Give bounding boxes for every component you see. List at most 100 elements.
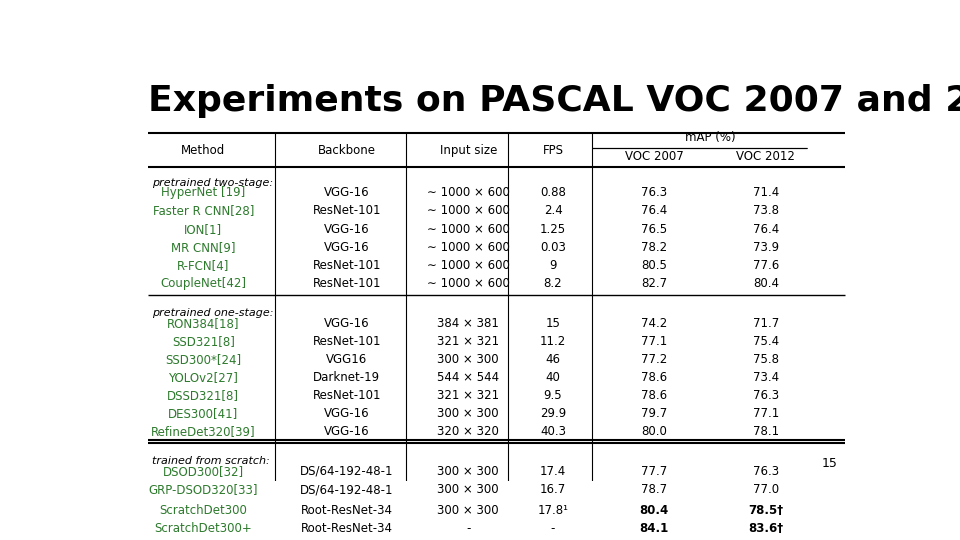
Text: 9.5: 9.5 (543, 389, 563, 402)
Bar (152, 501, 842, 538)
Text: CoupleNet[42]: CoupleNet[42] (160, 277, 247, 290)
Text: VOC 2012: VOC 2012 (736, 150, 795, 163)
Text: VOC 2007: VOC 2007 (625, 150, 684, 163)
Text: SSD300*[24]: SSD300*[24] (165, 353, 241, 366)
Text: 321 × 321: 321 × 321 (437, 335, 499, 348)
Text: 77.0: 77.0 (753, 483, 779, 496)
Text: DS/64-192-48-1: DS/64-192-48-1 (300, 483, 394, 496)
Text: DSSD321[8]: DSSD321[8] (167, 389, 239, 402)
Text: DES300[41]: DES300[41] (168, 407, 238, 420)
Text: 384 × 381: 384 × 381 (437, 316, 499, 329)
Text: 76.3: 76.3 (753, 465, 779, 478)
Text: VGG-16: VGG-16 (324, 425, 370, 438)
Text: 544 × 544: 544 × 544 (437, 371, 499, 384)
Text: SSD321[8]: SSD321[8] (172, 335, 235, 348)
Text: 11.2: 11.2 (540, 335, 566, 348)
Text: DSOD300[32]: DSOD300[32] (163, 465, 244, 478)
Text: ResNet-101: ResNet-101 (313, 259, 381, 272)
Text: 74.2: 74.2 (641, 316, 667, 329)
Text: 1.25: 1.25 (540, 222, 566, 235)
Text: mAP (%): mAP (%) (684, 131, 735, 144)
Text: 76.4: 76.4 (641, 205, 667, 218)
Text: 83.6†: 83.6† (748, 522, 783, 535)
Text: GRP-DSOD320[33]: GRP-DSOD320[33] (149, 483, 258, 496)
Text: 78.2: 78.2 (641, 241, 667, 254)
Text: 78.6: 78.6 (641, 389, 667, 402)
Text: HyperNet [19]: HyperNet [19] (161, 186, 246, 199)
Text: 73.4: 73.4 (753, 371, 779, 384)
Text: 75.8: 75.8 (753, 353, 779, 366)
Text: ∼ 1000 × 600: ∼ 1000 × 600 (427, 241, 510, 254)
Text: VGG-16: VGG-16 (324, 186, 370, 199)
Text: 321 × 321: 321 × 321 (437, 389, 499, 402)
Text: 73.9: 73.9 (753, 241, 779, 254)
Text: 80.4: 80.4 (753, 277, 779, 290)
Text: 76.5: 76.5 (641, 222, 667, 235)
Text: 300 × 300: 300 × 300 (438, 465, 499, 478)
Text: trained from scratch:: trained from scratch: (152, 456, 270, 467)
Text: YOLOv2[27]: YOLOv2[27] (168, 371, 238, 384)
Text: ∼ 1000 × 600: ∼ 1000 × 600 (427, 222, 510, 235)
Text: 80.0: 80.0 (641, 425, 667, 438)
Text: DS/64-192-48-1: DS/64-192-48-1 (300, 465, 394, 478)
Text: 300 × 300: 300 × 300 (438, 483, 499, 496)
Text: 9: 9 (549, 259, 557, 272)
Text: 46: 46 (545, 353, 561, 366)
Text: Root-ResNet-34: Root-ResNet-34 (300, 522, 393, 535)
Text: 76.3: 76.3 (753, 389, 779, 402)
Text: Root-ResNet-34: Root-ResNet-34 (300, 504, 393, 517)
Text: 77.1: 77.1 (753, 407, 779, 420)
Text: 73.8: 73.8 (753, 205, 779, 218)
Text: ScratchDet300+: ScratchDet300+ (155, 522, 252, 535)
Text: 76.4: 76.4 (753, 222, 779, 235)
Text: FPS: FPS (542, 144, 564, 157)
Text: Faster R CNN[28]: Faster R CNN[28] (153, 205, 254, 218)
Text: 76.3: 76.3 (641, 186, 667, 199)
Text: 77.1: 77.1 (641, 335, 667, 348)
Text: 2.4: 2.4 (543, 205, 563, 218)
Text: 29.9: 29.9 (540, 407, 566, 420)
Text: ResNet-101: ResNet-101 (313, 277, 381, 290)
Text: 78.6: 78.6 (641, 371, 667, 384)
Text: Backbone: Backbone (318, 144, 376, 157)
Text: pretrained two-stage:: pretrained two-stage: (152, 178, 273, 188)
Text: ∼ 1000 × 600: ∼ 1000 × 600 (427, 205, 510, 218)
Text: ResNet-101: ResNet-101 (313, 389, 381, 402)
Text: 17.4: 17.4 (540, 465, 566, 478)
Text: 8.2: 8.2 (543, 277, 563, 290)
Text: ∼ 1000 × 600: ∼ 1000 × 600 (427, 186, 510, 199)
Text: 15: 15 (822, 457, 838, 470)
Text: VGG-16: VGG-16 (324, 241, 370, 254)
Text: ION[1]: ION[1] (184, 222, 223, 235)
Text: 71.4: 71.4 (753, 186, 779, 199)
Text: 79.7: 79.7 (641, 407, 667, 420)
Text: MR CNN[9]: MR CNN[9] (171, 241, 235, 254)
Text: 77.6: 77.6 (753, 259, 779, 272)
Text: 78.1: 78.1 (753, 425, 779, 438)
Text: 80.4: 80.4 (639, 504, 669, 517)
Text: pretrained one-stage:: pretrained one-stage: (152, 308, 274, 318)
Text: VGG-16: VGG-16 (324, 222, 370, 235)
Text: 300 × 300: 300 × 300 (438, 353, 499, 366)
Text: 17.8¹: 17.8¹ (538, 504, 568, 517)
Text: 71.7: 71.7 (753, 316, 779, 329)
Text: ∼ 1000 × 600: ∼ 1000 × 600 (427, 277, 510, 290)
Text: 77.7: 77.7 (641, 465, 667, 478)
Text: 82.7: 82.7 (641, 277, 667, 290)
Text: Method: Method (181, 144, 226, 157)
Text: RefineDet320[39]: RefineDet320[39] (151, 425, 255, 438)
Text: 80.5: 80.5 (641, 259, 667, 272)
Text: 77.2: 77.2 (641, 353, 667, 366)
Text: 300 × 300: 300 × 300 (438, 407, 499, 420)
Text: R-FCN[4]: R-FCN[4] (178, 259, 229, 272)
Text: Darknet-19: Darknet-19 (313, 371, 380, 384)
Text: 75.4: 75.4 (753, 335, 779, 348)
Text: VGG16: VGG16 (326, 353, 368, 366)
Text: 300 × 300: 300 × 300 (438, 504, 499, 517)
Text: -: - (551, 522, 555, 535)
Text: 40: 40 (545, 371, 561, 384)
Text: 0.03: 0.03 (540, 241, 566, 254)
Text: 15: 15 (545, 316, 561, 329)
Text: 78.7: 78.7 (641, 483, 667, 496)
Text: ResNet-101: ResNet-101 (313, 335, 381, 348)
